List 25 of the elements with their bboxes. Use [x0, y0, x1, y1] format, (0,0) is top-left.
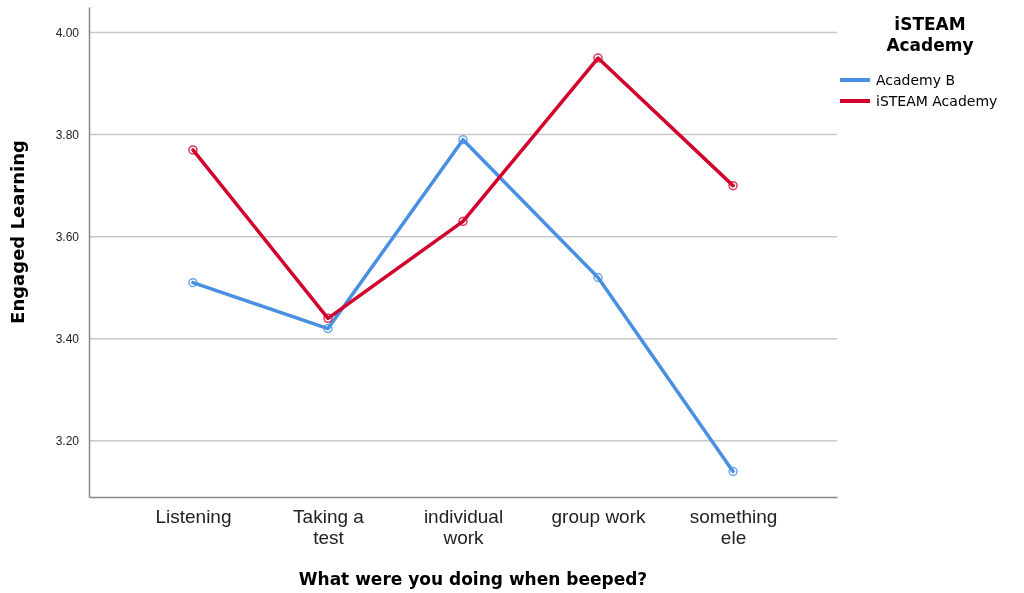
y-tick-label: 4.00	[55, 25, 80, 40]
point	[458, 134, 468, 145]
legend-label: Academy B	[876, 72, 956, 88]
point	[728, 180, 738, 191]
x-axis-title: What were you doing when beeped?	[298, 569, 648, 589]
point	[323, 313, 333, 324]
point	[593, 53, 603, 63]
y-tick-label: 3.60	[55, 230, 80, 245]
legend-label: iSTEAM Academy	[876, 93, 998, 109]
x-tick-label: something ele	[689, 506, 778, 548]
point	[188, 145, 198, 155]
y-axis-title: Engaged Learning	[7, 140, 28, 324]
y-tick-label: 3.20	[55, 434, 80, 449]
legend-title: iSTEAM Academy	[886, 14, 974, 55]
point	[323, 323, 333, 334]
x-tick-label: Listening	[155, 506, 232, 527]
y-tick-label: 3.80	[55, 127, 80, 142]
x-tick-label: group work	[551, 506, 647, 527]
point	[728, 466, 738, 477]
y-tick-label: 3.40	[55, 332, 80, 347]
x-tick-label: individual work	[423, 506, 504, 548]
x-tick-label: Taking a test	[293, 506, 365, 548]
point	[458, 216, 468, 227]
point	[188, 277, 198, 288]
point	[593, 272, 603, 283]
